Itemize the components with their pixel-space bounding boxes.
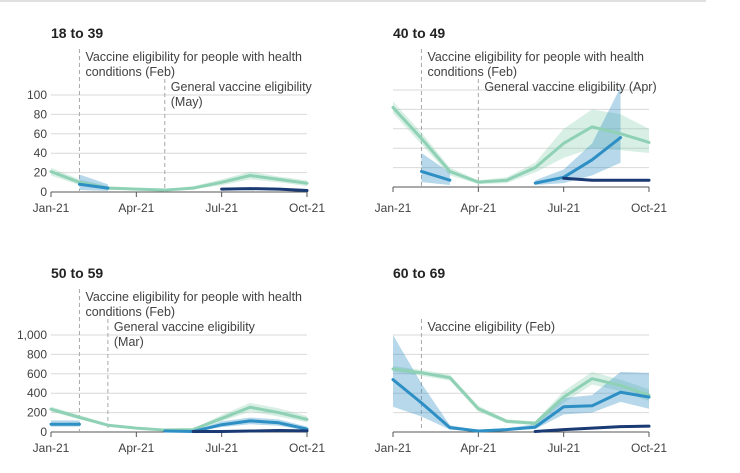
y-tick-label: 60 <box>34 127 48 141</box>
confidence-band <box>393 366 649 426</box>
panel-title: 60 to 69 <box>393 265 445 281</box>
y-tick-label: 0 <box>40 185 47 199</box>
y-tick-label: 400 <box>27 386 47 400</box>
eligibility-annotation: conditions (Feb) <box>85 65 175 79</box>
confidence-band <box>51 167 307 192</box>
x-tick-label: Jan-21 <box>33 201 70 215</box>
x-tick-label: Oct-21 <box>631 441 667 455</box>
x-tick-label: Jul-21 <box>205 201 238 215</box>
series-line <box>533 424 651 434</box>
y-tick-label: 40 <box>34 146 48 160</box>
series-line <box>77 182 110 190</box>
series-line <box>533 136 623 185</box>
y-tick-label: 600 <box>27 367 47 381</box>
eligibility-annotation: General vaccine eligibility <box>171 80 313 94</box>
confidence-band <box>393 101 649 185</box>
x-tick-label: Apr-21 <box>460 441 496 455</box>
panel-title: 50 to 59 <box>51 265 103 281</box>
eligibility-annotation: Vaccine eligibility for people with heal… <box>85 290 302 304</box>
x-tick-label: Oct-21 <box>631 201 667 215</box>
series-line <box>391 378 651 433</box>
series-line <box>391 105 651 184</box>
x-tick-label: Jul-21 <box>547 441 580 455</box>
y-tick-label: 100 <box>27 88 47 102</box>
eligibility-annotation: (May) <box>171 95 203 109</box>
eligibility-annotation: (Mar) <box>114 335 144 349</box>
x-tick-label: Jan-21 <box>375 201 412 215</box>
top-divider <box>0 0 706 2</box>
x-tick-label: Apr-21 <box>460 201 496 215</box>
series-line <box>191 429 309 434</box>
x-tick-label: Apr-21 <box>118 201 154 215</box>
series-line <box>562 176 651 182</box>
eligibility-annotation: conditions (Feb) <box>427 65 517 79</box>
series-line <box>419 169 452 182</box>
y-tick-label: 20 <box>34 166 48 180</box>
eligibility-annotation: Vaccine eligibility (Feb) <box>427 320 555 334</box>
x-tick-label: Oct-21 <box>289 201 325 215</box>
x-tick-label: Jan-21 <box>33 441 70 455</box>
x-tick-label: Apr-21 <box>118 441 154 455</box>
eligibility-annotation: Vaccine eligibility for people with heal… <box>427 50 644 64</box>
series-line <box>391 367 651 425</box>
y-tick-label: 1,000 <box>17 328 47 342</box>
x-tick-label: Jul-21 <box>547 201 580 215</box>
x-tick-label: Oct-21 <box>289 441 325 455</box>
confidence-band <box>535 87 621 186</box>
panel-title: 18 to 39 <box>51 25 103 41</box>
y-tick-label: 200 <box>27 406 47 420</box>
eligibility-annotation: General vaccine eligibility <box>114 320 256 334</box>
eligibility-annotation: General vaccine eligibility (Apr) <box>484 80 656 94</box>
y-tick-label: 80 <box>34 107 48 121</box>
series-line <box>220 187 309 193</box>
eligibility-annotation: Vaccine eligibility for people with heal… <box>85 50 302 64</box>
series-line <box>163 419 309 434</box>
x-tick-label: Jan-21 <box>375 441 412 455</box>
panel-title: 40 to 49 <box>393 25 445 41</box>
x-tick-label: Jul-21 <box>205 441 238 455</box>
y-tick-label: 0 <box>40 425 47 439</box>
eligibility-annotation: conditions (Feb) <box>85 305 175 319</box>
y-tick-label: 800 <box>27 347 47 361</box>
